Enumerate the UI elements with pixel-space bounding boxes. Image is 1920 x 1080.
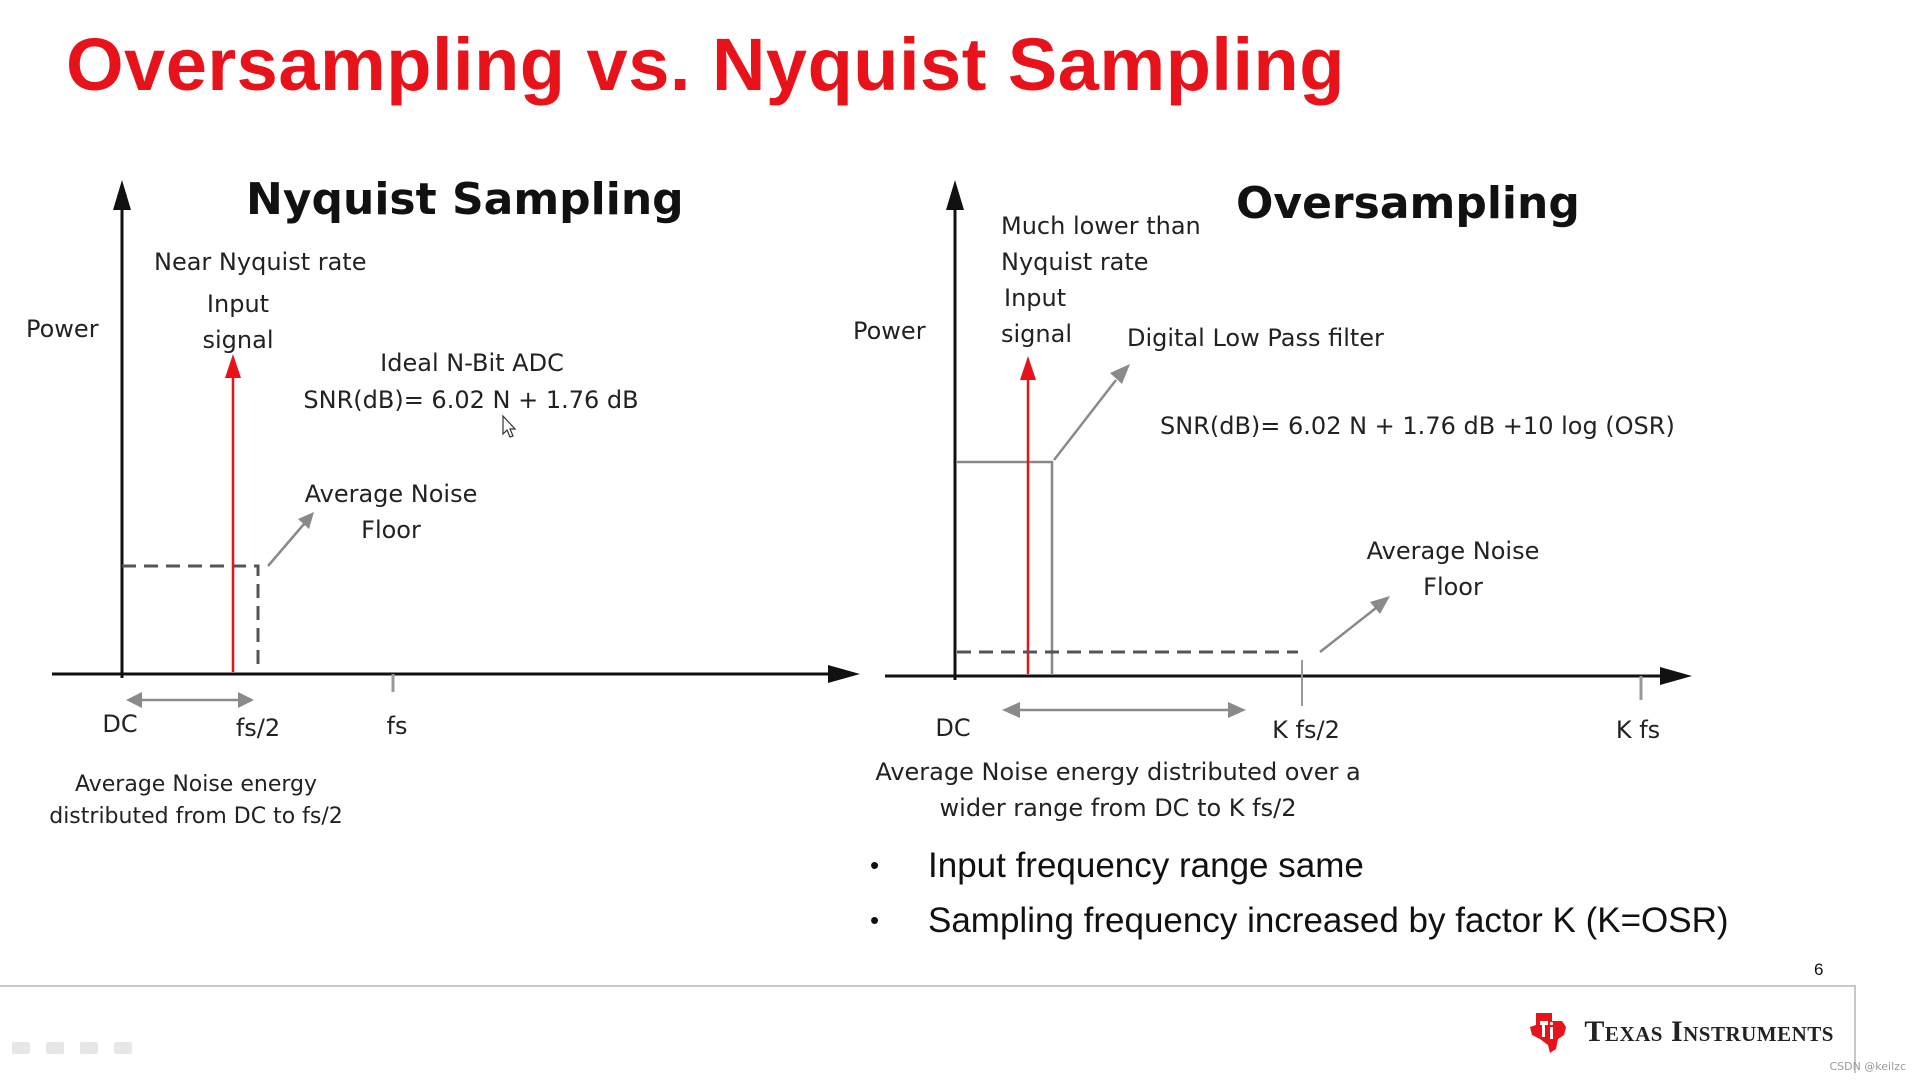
nyquist-rate-label: Near Nyquist rate	[154, 248, 366, 276]
oversampling-snr-formula: SNR(dB)= 6.02 N + 1.76 dB +10 log (OSR)	[1160, 412, 1675, 440]
oversampling-power-label: Power	[853, 317, 926, 345]
oversampling-filter-pointer	[1053, 379, 1117, 461]
oversampling-noise-floor-line2: Floor	[1423, 573, 1483, 601]
nyquist-power-label: Power	[26, 315, 99, 343]
oversampling-x-axis-arrowhead	[1660, 667, 1692, 685]
oversampling-tick-kfs: K fs	[1616, 716, 1660, 744]
oversampling-panel: Oversampling Power Much lower than Nyqui…	[853, 178, 1692, 822]
oversampling-rate-label-line2: Nyquist rate	[1001, 248, 1149, 276]
pen-tool-icon[interactable]	[46, 1042, 64, 1054]
nyquist-caption-line2: distributed from DC to fs/2	[49, 804, 343, 829]
summary-bullet-list: Input frequency range same Sampling freq…	[866, 838, 1729, 948]
nyquist-snr-formula: SNR(dB)= 6.02 N + 1.76 dB	[303, 386, 638, 414]
nyquist-heading: Nyquist Sampling	[246, 174, 684, 225]
oversampling-lowpass-filter-shape	[957, 460, 1054, 674]
oversampling-bandwidth-arrow-left	[1002, 702, 1020, 718]
oversampling-bandwidth-arrow-right	[1228, 702, 1246, 718]
nyquist-noise-floor-pointer-head	[298, 512, 314, 529]
nyquist-x-axis-arrowhead	[828, 665, 860, 683]
oversampling-caption-line2: wider range from DC to K fs/2	[940, 794, 1297, 822]
oversampling-filter-pointer-head	[1110, 364, 1130, 384]
slide-title: Oversampling vs. Nyquist Sampling	[66, 23, 1345, 106]
oversampling-y-axis-arrowhead	[946, 180, 964, 210]
mouse-cursor-icon	[502, 414, 517, 438]
nyquist-bandwidth-arrow-left	[126, 692, 142, 708]
bullet-item: Input frequency range same	[866, 838, 1729, 893]
oversampling-input-signal-line1: Input	[1004, 284, 1066, 312]
oversampling-noise-floor-pointer-head	[1370, 596, 1390, 614]
nyquist-adc-label: Ideal N-Bit ADC	[380, 349, 564, 377]
nyquist-noise-floor-line1: Average Noise	[305, 480, 478, 508]
nyquist-tick-fs-half: fs/2	[236, 714, 280, 742]
slide-footer: Texas Instruments	[0, 985, 1856, 1073]
nyquist-input-signal-arrowhead	[225, 354, 241, 378]
nyquist-input-signal-line1: Input	[207, 290, 269, 318]
oversampling-tick-kfs-half: K fs/2	[1272, 716, 1340, 744]
nyquist-tick-dc: DC	[102, 710, 137, 738]
watermark: CSDN @keilzc	[1829, 1060, 1906, 1073]
previous-slide-icon[interactable]	[12, 1042, 30, 1054]
sampling-diagram: Nyquist Sampling Power Near Nyquist rate…	[26, 174, 1692, 829]
oversampling-input-signal-arrowhead	[1020, 356, 1036, 380]
nyquist-panel: Nyquist Sampling Power Near Nyquist rate…	[26, 174, 860, 829]
nyquist-noise-floor-line2: Floor	[361, 516, 421, 544]
oversampling-caption-line1: Average Noise energy distributed over a	[875, 758, 1360, 786]
oversampling-filter-label: Digital Low Pass filter	[1127, 324, 1384, 352]
oversampling-rate-label-line1: Much lower than	[1001, 212, 1201, 240]
oversampling-input-signal-line2: signal	[1001, 320, 1072, 348]
oversampling-heading: Oversampling	[1236, 178, 1580, 229]
oversampling-tick-dc: DC	[935, 714, 970, 742]
ti-brand-name: Texas Instruments	[1584, 1015, 1834, 1048]
oversampling-noise-floor-line1: Average Noise	[1367, 537, 1540, 565]
nyquist-tick-fs: fs	[387, 712, 408, 740]
nyquist-noise-floor-pointer	[267, 523, 305, 567]
nyquist-input-signal-line2: signal	[203, 326, 274, 354]
nyquist-caption-line1: Average Noise energy	[75, 772, 317, 797]
texas-instruments-logo-icon	[1530, 1013, 1567, 1053]
nyquist-noise-floor	[122, 564, 260, 672]
next-slide-icon[interactable]	[114, 1042, 132, 1054]
bullet-item: Sampling frequency increased by factor K…	[866, 893, 1729, 948]
slide-menu-icon[interactable]	[80, 1042, 98, 1054]
nyquist-bandwidth-arrow-right	[238, 692, 254, 708]
oversampling-noise-floor-pointer	[1319, 607, 1377, 653]
slide-player-controls[interactable]	[12, 1042, 132, 1054]
nyquist-y-axis-arrowhead	[113, 180, 131, 210]
ti-brand: Texas Instruments	[1526, 1009, 1834, 1055]
page-number: 6	[1814, 960, 1824, 979]
